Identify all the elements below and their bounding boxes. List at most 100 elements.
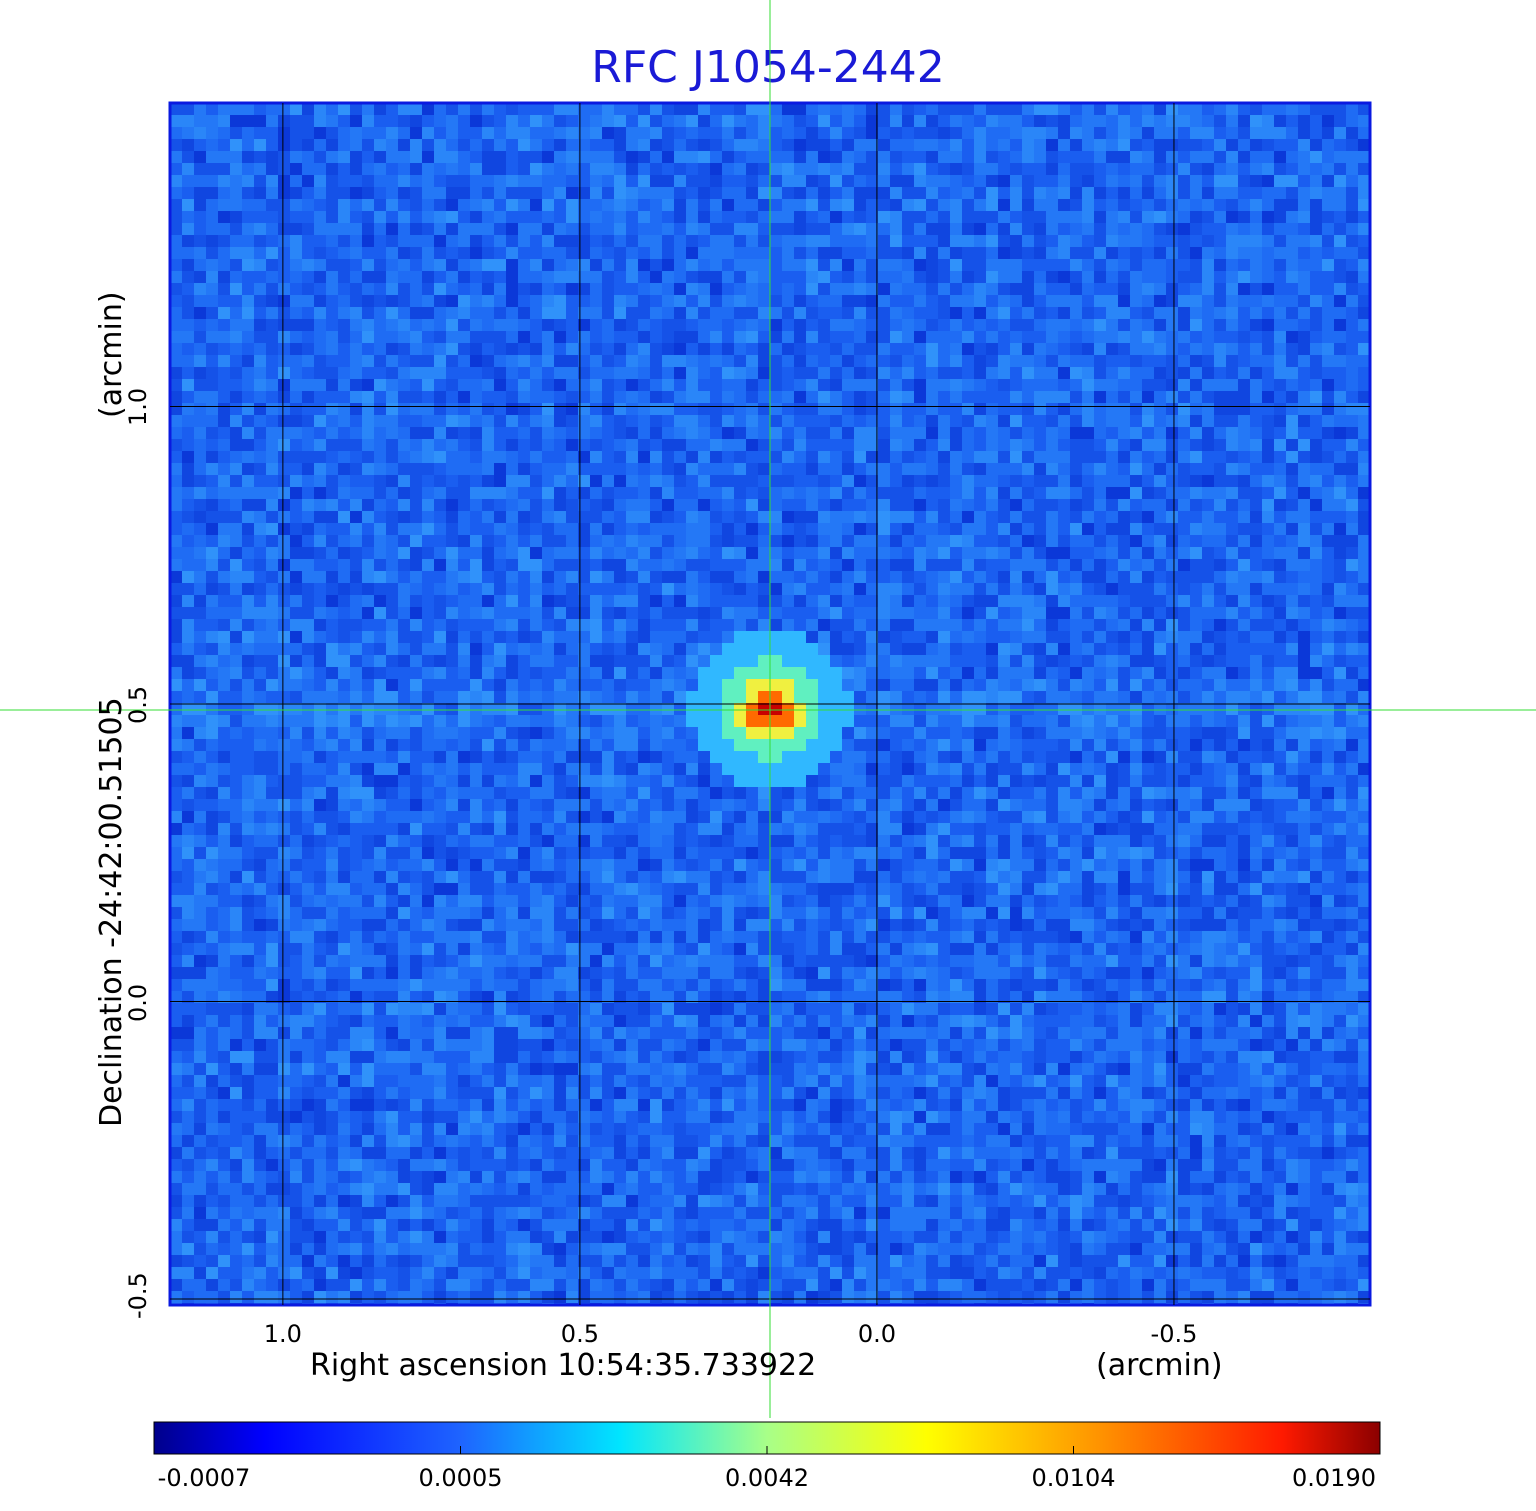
heatmap-cell [578,103,590,115]
heatmap-cell [1202,271,1214,283]
heatmap-cell [1262,523,1274,535]
heatmap-cell [1190,343,1202,355]
heatmap-cell [422,115,434,127]
heatmap-cell [422,595,434,607]
heatmap-cell [890,451,902,463]
heatmap-cell [170,403,182,415]
heatmap-cell [506,187,518,199]
heatmap-cell [986,655,998,667]
heatmap-cell [398,619,410,631]
heatmap-cell [1034,535,1046,547]
heatmap-cell [950,103,962,115]
heatmap-cell [866,103,878,115]
heatmap-cell [650,355,662,367]
heatmap-cell [746,295,758,307]
heatmap-cell [962,187,974,199]
heatmap-cell [506,631,518,643]
heatmap-cell [1310,355,1322,367]
heatmap-cell [218,319,230,331]
heatmap-cell [986,103,998,115]
heatmap-cell [1022,523,1034,535]
heatmap-cell [1346,607,1358,619]
heatmap-cell [878,631,890,643]
heatmap-cell [1010,583,1022,595]
heatmap-cell [830,259,842,271]
heatmap-cell [458,595,470,607]
heatmap-cell [494,595,506,607]
heatmap-cell [590,655,602,667]
heatmap-cell [758,607,770,619]
heatmap-cell [578,223,590,235]
heatmap-cell [1106,439,1118,451]
heatmap-cell [554,403,566,415]
heatmap-cell [278,619,290,631]
heatmap-cell [1118,235,1130,247]
heatmap-cell [470,223,482,235]
heatmap-cell [422,415,434,427]
heatmap-cell [710,559,722,571]
heatmap-cell [1238,667,1250,679]
heatmap-cell [950,295,962,307]
heatmap-cell [746,583,758,595]
heatmap-cell [1178,475,1190,487]
heatmap-cell [830,463,842,475]
heatmap-cell [1034,403,1046,415]
heatmap-cell [266,151,278,163]
heatmap-cell [698,151,710,163]
heatmap-cell [1334,295,1346,307]
heatmap-cell [374,439,386,451]
heatmap-cell [818,187,830,199]
heatmap-cell [494,247,506,259]
heatmap-cell [686,199,698,211]
heatmap-cell [458,271,470,283]
heatmap-cell [1322,127,1334,139]
heatmap-cell [170,475,182,487]
heatmap-cell [1202,499,1214,511]
heatmap-cell [902,223,914,235]
heatmap-cell [842,535,854,547]
heatmap-cell [410,211,422,223]
heatmap-cell [410,319,422,331]
heatmap-cell [1154,151,1166,163]
heatmap-cell [1058,619,1070,631]
heatmap-cell [1082,439,1094,451]
heatmap-cell [1358,499,1370,511]
heatmap-cell [614,451,626,463]
heatmap-cell [1166,595,1178,607]
heatmap-cell [1346,271,1358,283]
heatmap-cell [1046,319,1058,331]
heatmap-cell [818,151,830,163]
heatmap-cell [974,691,986,703]
heatmap-cell [266,319,278,331]
heatmap-cell [686,511,698,523]
heatmap-cell [842,679,854,691]
heatmap-cell [386,331,398,343]
heatmap-cell [602,295,614,307]
heatmap-cell [566,379,578,391]
heatmap-cell [554,271,566,283]
heatmap-cell [1298,583,1310,595]
heatmap-cell [242,235,254,247]
heatmap-cell [554,631,566,643]
heatmap-cell [1262,631,1274,643]
heatmap-cell [494,427,506,439]
heatmap-cell [206,607,218,619]
heatmap-cell [398,463,410,475]
heatmap-cell [1250,607,1262,619]
heatmap-cell [842,367,854,379]
heatmap-cell [1082,607,1094,619]
heatmap-cell [878,331,890,343]
heatmap-cell [434,463,446,475]
heatmap-cell [1178,511,1190,523]
heatmap-cell [338,415,350,427]
heatmap-cell [170,595,182,607]
heatmap-cell [890,523,902,535]
heatmap-cell [410,223,422,235]
heatmap-cell [1046,259,1058,271]
heatmap-cell [374,475,386,487]
heatmap-cell [1106,679,1118,691]
heatmap-cell [626,631,638,643]
heatmap-cell [926,331,938,343]
heatmap-cell [1274,451,1286,463]
heatmap-cell [710,451,722,463]
